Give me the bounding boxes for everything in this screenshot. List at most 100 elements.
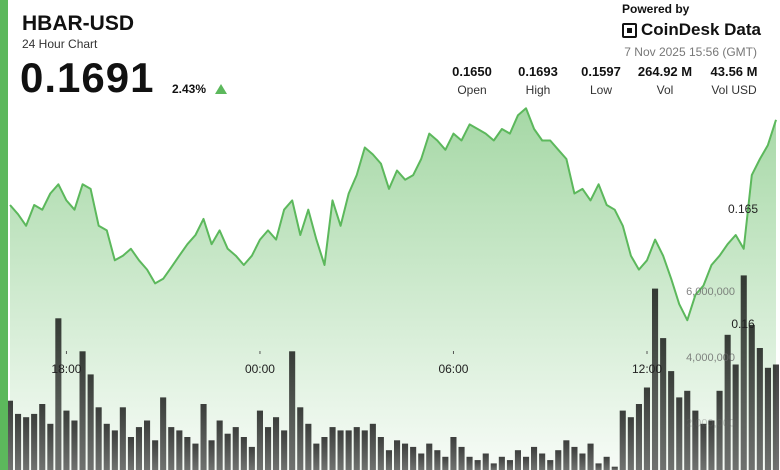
volume-bar [23,417,30,470]
volume-bar [224,433,231,470]
volume-bar [498,456,505,470]
volume-bar [103,423,110,470]
volume-bar [458,446,465,470]
volume-bar [345,430,352,470]
y-tick-label: 0.16 [731,317,755,331]
stat: 264.92 M Vol [630,64,700,97]
volume-bar [772,364,779,470]
volume-bar [377,437,384,470]
volume-bar [531,446,538,470]
volume-bar [353,427,360,470]
volume-bar [168,427,175,470]
stat-value: 43.56 M [710,64,758,79]
volume-bar [184,437,191,470]
volume-bar [466,456,473,470]
volume-bar [208,440,215,470]
volume-bar [523,456,530,470]
volume-bar [55,318,62,470]
x-tick-label: 00:00 [245,362,275,376]
stat-value: 0.1597 [581,64,621,79]
change: 2.43% [172,82,207,96]
axis-layer: 6,000,000 4,000,000 2,000,000 0.165 0.16 18:0… [51,202,758,430]
volume-bar [418,453,425,470]
stat: 43.56 M Vol USD [699,64,769,97]
volume-bar [724,334,731,470]
brand-name: CoinDesk Data [641,20,761,39]
volume-bar [490,463,497,470]
volume-bar [764,367,771,470]
volume-bar [273,417,280,470]
volume-layer [6,275,779,470]
stat: 0.1597 Low [566,64,636,97]
volume-bar [716,390,723,470]
stat-value: 0.1693 [518,64,558,79]
volume-bar [450,437,457,470]
volume-bar [240,437,247,470]
volume-bar [708,420,715,470]
volume-bar [635,404,642,470]
volume-bar [95,407,102,470]
stat-label: High [525,83,551,97]
volume-bar [756,348,763,470]
volume-bar [111,430,118,470]
volume-bar [579,453,586,470]
volume-bar [232,427,239,470]
volume-bar [595,463,602,470]
stat-value: 0.1650 [452,64,492,79]
volume-bar [603,456,610,470]
volume-bar [47,423,54,470]
volume-bar [611,466,618,470]
volume-bar [192,443,199,470]
powered-by: Powered by [622,2,690,16]
volume-bar [256,410,263,470]
volume-bar [200,404,207,470]
volume-bar [79,351,86,470]
volume-bar [732,364,739,470]
volume-bar [482,453,489,470]
stat-label: Low [589,83,612,97]
volume-bar [329,427,336,470]
volume-bar [571,446,578,470]
volume-bar [248,446,255,470]
volume-bar [39,404,46,470]
volume-bar [394,440,401,470]
volume-bar [474,460,481,470]
volume-bar [563,440,570,470]
volume-bar [385,450,392,470]
area-layer [9,107,777,470]
volume-bar [514,450,521,470]
volume-bar [289,351,296,470]
up-arrow [215,84,227,94]
volume-bar [627,417,634,470]
stat: 0.1693 High [503,64,573,97]
volume-bar [216,420,223,470]
volume-bar [176,430,183,470]
brand-icon [622,22,637,38]
volume-bar [297,407,304,470]
y2-tick-label: 6,000,000 [686,286,735,298]
stat-label: Vol USD [711,83,757,97]
volume-bar [692,410,699,470]
stat-label: Open [457,83,487,97]
volume-bar [668,371,675,470]
stat-value: 264.92 M [637,64,693,79]
volume-bar [643,387,650,470]
volume-bar [402,443,409,470]
price: 0.1691 [20,54,155,101]
volume-bar [587,443,594,470]
y-tick-label: 0.165 [728,202,758,216]
volume-bar [426,443,433,470]
title: HBAR-USD [22,12,134,35]
volume-bar [555,450,562,470]
volume-bar [160,397,167,470]
volume-bar [660,338,667,470]
volume-bar [652,288,659,470]
price-area [10,108,776,470]
brand: CoinDesk Data [622,20,761,40]
volume-bar [6,400,13,470]
volume-bar [135,427,142,470]
volume-bar [619,410,626,470]
volume-bar [337,430,344,470]
